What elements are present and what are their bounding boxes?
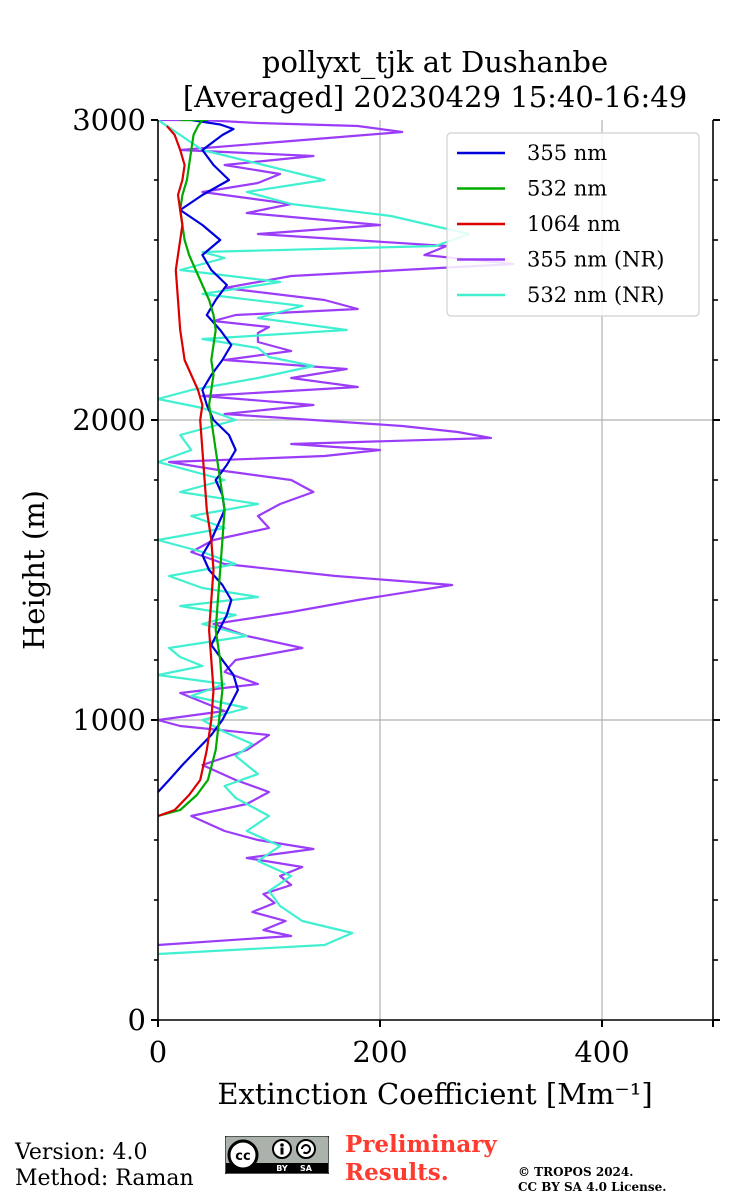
legend-label-2: 1064 nm: [527, 212, 621, 236]
preliminary-line-2: Results.: [345, 1159, 449, 1186]
legend: 355 nm 532 nm 1064 nm 355 nm (NR) 532 nm (NR…: [446, 132, 700, 317]
legend-label-3: 355 nm (NR): [527, 248, 664, 272]
plot-area: [158, 120, 515, 956]
copyright-notice: © TROPOS 2024. CC BY SA 4.0 License.: [518, 1165, 666, 1195]
y-tick-label-2: 2000: [72, 403, 146, 437]
legend-label-4: 532 nm (NR): [527, 283, 664, 307]
cc-license-badge: cc BY SA: [225, 1136, 329, 1174]
copyright-line-1: © TROPOS 2024.: [518, 1165, 634, 1179]
cc-logo-text: cc: [235, 1149, 250, 1164]
series-line-532-nm-nr-: [158, 120, 470, 956]
legend-label-0: 355 nm: [527, 141, 607, 165]
legend-label-1: 532 nm: [527, 177, 607, 201]
x-axis-label: Extinction Coefficient [Mm⁻¹]: [217, 1077, 652, 1111]
y-tick-label-3: 3000: [72, 103, 146, 137]
chart-title: pollyxt_tjk at Dushanbe [Averaged] 20230…: [183, 45, 687, 114]
y-tick-label-0: 0: [128, 1003, 146, 1037]
axes: 0 1000 2000 3000 0 200 400: [72, 103, 720, 1069]
y-axis-label: Height (m): [17, 490, 51, 650]
series-line-355-nm: [158, 120, 239, 793]
cc-by-text: BY: [276, 1164, 288, 1173]
x-tick-label-0: 0: [149, 1035, 167, 1069]
series-line-1064-nm: [158, 125, 215, 818]
chart-title-line-1: pollyxt_tjk at Dushanbe: [262, 45, 608, 80]
chart-title-line-2: [Averaged] 20230429 15:40-16:49: [183, 80, 687, 114]
x-tick-label-1: 200: [352, 1035, 407, 1069]
preliminary-results-notice: Preliminary Results.: [345, 1131, 497, 1187]
x-tick-label-2: 400: [574, 1035, 629, 1069]
series-group: [158, 120, 515, 956]
preliminary-line-1: Preliminary: [345, 1131, 497, 1158]
version-label: Version: 4.0: [15, 1140, 148, 1165]
legend-box: [446, 132, 700, 317]
series-line-532-nm: [158, 120, 226, 818]
cc-sa-text: SA: [300, 1164, 313, 1173]
series-line-355-nm-nr-: [158, 120, 515, 947]
y-tick-label-1: 1000: [72, 703, 146, 737]
cc-logo-icon: [227, 1139, 259, 1171]
copyright-line-2: CC BY SA 4.0 License.: [518, 1180, 667, 1194]
share-alike-icon: [296, 1139, 316, 1159]
method-label: Method: Raman: [15, 1166, 194, 1191]
